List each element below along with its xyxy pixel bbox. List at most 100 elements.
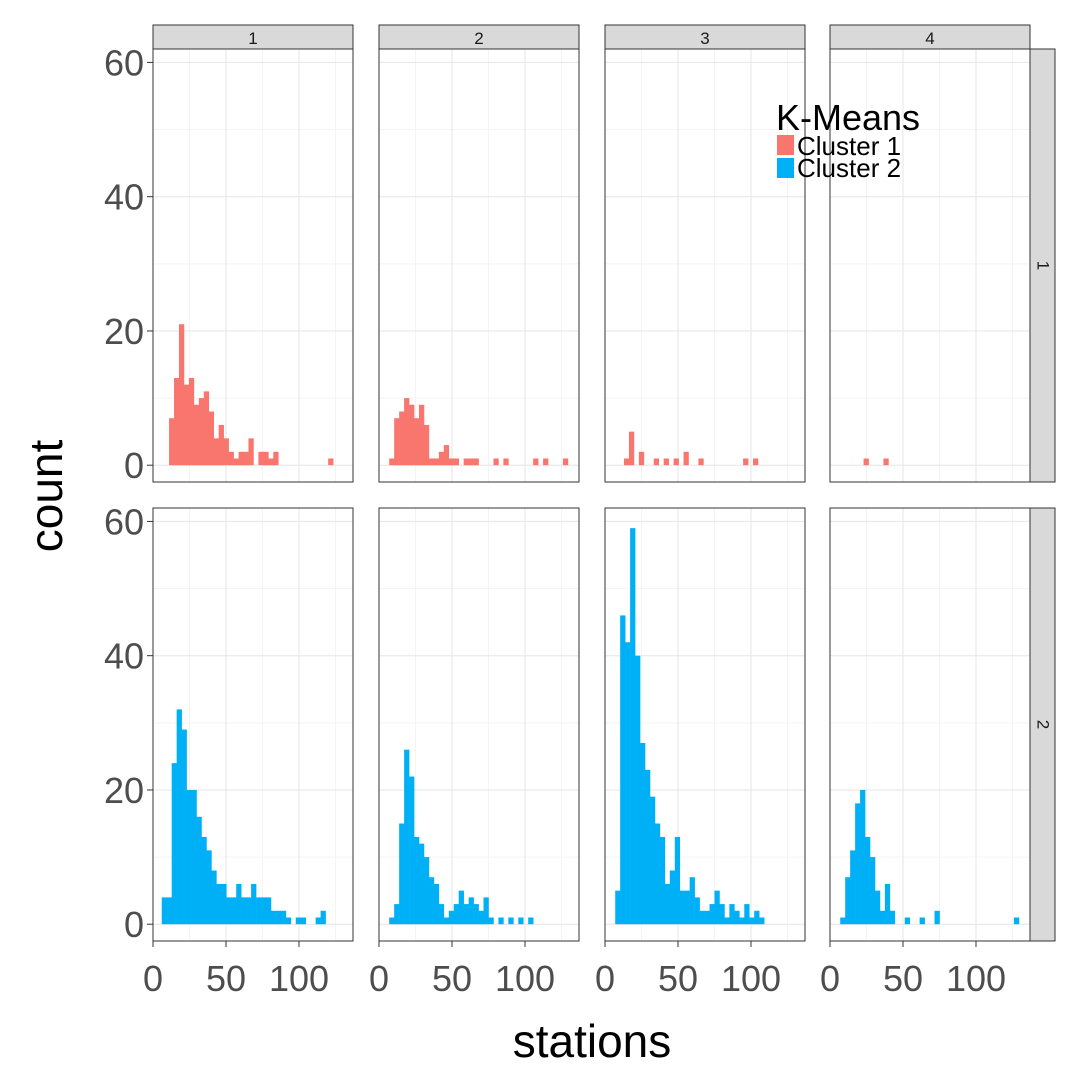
facet-strip-col-4 xyxy=(829,24,1031,50)
facet-strip-row-1 xyxy=(1029,48,1056,483)
histogram-bar xyxy=(870,857,876,925)
histogram-bar xyxy=(191,789,197,925)
panel-1-1 xyxy=(378,508,579,941)
histogram-bar xyxy=(714,890,720,925)
histogram-bar xyxy=(663,458,669,466)
histogram-bar xyxy=(438,904,445,925)
facet-strip-col-1 xyxy=(152,24,354,50)
y-tick-label: 60 xyxy=(104,42,144,83)
histogram-bar xyxy=(399,411,405,466)
histogram-bar xyxy=(448,910,455,925)
histogram-bar xyxy=(273,451,279,466)
histogram-bar xyxy=(453,458,460,466)
histogram-bar xyxy=(394,418,400,466)
histogram-bar xyxy=(409,776,415,925)
facet-strip-col-label: 3 xyxy=(700,29,709,48)
histogram-bar xyxy=(198,398,205,466)
facet-strip-row-label: 1 xyxy=(1034,261,1053,270)
x-tick-label: 0 xyxy=(143,958,163,999)
histogram-bar xyxy=(562,458,569,466)
histogram-bar xyxy=(1013,917,1020,925)
histogram-bar xyxy=(850,850,856,925)
histogram-bar xyxy=(423,424,430,466)
panel-background xyxy=(830,49,1030,482)
histogram-bar xyxy=(265,897,272,925)
histogram-bar xyxy=(213,438,219,466)
panel-border xyxy=(152,507,354,942)
legend-label-cluster-2: Cluster 2 xyxy=(797,153,901,183)
histogram-bar xyxy=(169,418,175,466)
histogram-bar xyxy=(674,836,681,925)
y-tick-label: 60 xyxy=(104,501,144,542)
facet-strip-row-label: 2 xyxy=(1034,720,1053,729)
histogram-bar xyxy=(463,904,469,925)
panel-border xyxy=(378,48,580,483)
histogram-bar xyxy=(635,655,641,925)
histogram-bar xyxy=(855,803,861,925)
histogram-bar xyxy=(468,897,474,925)
histogram-bar xyxy=(743,458,749,466)
histogram-bar xyxy=(206,850,212,925)
facet-strip-col-label: 1 xyxy=(248,29,257,48)
histogram-bar xyxy=(433,458,440,466)
panel-1-0 xyxy=(152,508,353,941)
histogram-bar xyxy=(628,431,635,466)
histogram-bar xyxy=(724,917,730,925)
histogram-bar xyxy=(709,904,715,925)
panel-border xyxy=(604,507,806,942)
histogram-bar xyxy=(226,897,232,925)
histogram-bar xyxy=(458,890,464,925)
histogram-bar xyxy=(620,615,626,925)
y-tick-label: 40 xyxy=(104,177,144,218)
facet-strip-col-2 xyxy=(378,24,580,50)
legend-key-cluster-1 xyxy=(777,135,794,155)
y-tick-label: 20 xyxy=(104,311,144,352)
histogram-bar xyxy=(865,836,871,925)
histogram-bar xyxy=(438,451,445,466)
y-tick-label: 20 xyxy=(104,770,144,811)
histogram-bar xyxy=(246,897,252,925)
histogram-bar xyxy=(261,897,267,925)
x-tick-label: 0 xyxy=(595,958,615,999)
histogram-bar xyxy=(694,897,700,925)
histogram-bar xyxy=(625,642,631,925)
histogram-bar xyxy=(734,910,740,925)
histogram-bar xyxy=(328,458,334,466)
histogram-bar xyxy=(188,377,195,466)
histogram-bar xyxy=(174,377,180,466)
histogram-bar xyxy=(759,917,765,925)
histogram-bar xyxy=(699,910,705,925)
histogram-bar xyxy=(679,890,686,925)
histogram-bar xyxy=(669,870,676,925)
histogram-bar xyxy=(443,917,450,925)
x-tick-label: 50 xyxy=(658,958,698,999)
x-tick-label: 100 xyxy=(269,958,329,999)
histogram-bar xyxy=(840,917,846,925)
histogram-bar xyxy=(241,897,247,925)
y-tick-label: 0 xyxy=(124,445,144,486)
histogram-bar xyxy=(419,404,425,466)
histogram-bar xyxy=(533,458,539,466)
histogram-bar xyxy=(414,418,420,466)
panel-1-2 xyxy=(604,508,805,941)
histogram-bar xyxy=(493,458,499,466)
histogram-bar xyxy=(744,904,750,925)
histogram-bar xyxy=(218,424,224,466)
histogram-bar xyxy=(320,910,326,925)
histogram-bar xyxy=(719,904,725,925)
histogram-bar xyxy=(879,910,886,925)
histogram-bar xyxy=(201,836,207,925)
histogram-bar xyxy=(428,877,435,925)
histogram-bar xyxy=(754,910,760,925)
histogram-bar xyxy=(211,870,217,925)
histogram-bar xyxy=(704,910,710,925)
histogram-bar xyxy=(453,904,460,925)
panel-1-3 xyxy=(829,508,1030,941)
histogram-bar xyxy=(433,883,440,925)
histogram-bar xyxy=(236,883,242,925)
histogram-bar xyxy=(404,398,410,466)
histogram-bar xyxy=(615,890,621,925)
histogram-bar xyxy=(238,451,244,466)
histogram-bar xyxy=(863,458,869,466)
histogram-bar xyxy=(295,917,302,925)
